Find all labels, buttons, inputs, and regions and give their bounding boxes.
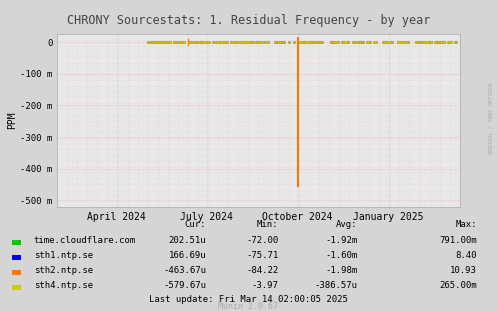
Text: -72.00: -72.00 bbox=[246, 236, 278, 245]
Text: 202.51u: 202.51u bbox=[168, 236, 206, 245]
Text: Max:: Max: bbox=[456, 220, 477, 229]
Text: Min:: Min: bbox=[257, 220, 278, 229]
Text: -1.92m: -1.92m bbox=[326, 236, 358, 245]
Text: -386.57u: -386.57u bbox=[315, 281, 358, 290]
Text: -84.22: -84.22 bbox=[246, 266, 278, 275]
Text: -1.98m: -1.98m bbox=[326, 266, 358, 275]
Text: 10.93: 10.93 bbox=[450, 266, 477, 275]
Text: 8.40: 8.40 bbox=[456, 251, 477, 260]
Text: Munin 2.0.67: Munin 2.0.67 bbox=[219, 302, 278, 311]
Text: Avg:: Avg: bbox=[336, 220, 358, 229]
Text: -75.71: -75.71 bbox=[246, 251, 278, 260]
Text: -3.97: -3.97 bbox=[251, 281, 278, 290]
Text: Last update: Fri Mar 14 02:00:05 2025: Last update: Fri Mar 14 02:00:05 2025 bbox=[149, 295, 348, 304]
Text: Cur:: Cur: bbox=[185, 220, 206, 229]
Text: sth4.ntp.se: sth4.ntp.se bbox=[34, 281, 93, 290]
Text: -463.67u: -463.67u bbox=[163, 266, 206, 275]
Y-axis label: PPM: PPM bbox=[7, 112, 17, 129]
Text: RRDTOOL / TOBI OETIKER: RRDTOOL / TOBI OETIKER bbox=[489, 82, 494, 154]
Text: 265.00m: 265.00m bbox=[439, 281, 477, 290]
Text: sth1.ntp.se: sth1.ntp.se bbox=[34, 251, 93, 260]
Text: -1.60m: -1.60m bbox=[326, 251, 358, 260]
Text: CHRONY Sourcestats: 1. Residual Frequency - by year: CHRONY Sourcestats: 1. Residual Frequenc… bbox=[67, 14, 430, 27]
Text: -579.67u: -579.67u bbox=[163, 281, 206, 290]
Text: 791.00m: 791.00m bbox=[439, 236, 477, 245]
Text: sth2.ntp.se: sth2.ntp.se bbox=[34, 266, 93, 275]
Text: time.cloudflare.com: time.cloudflare.com bbox=[34, 236, 136, 245]
Text: 166.69u: 166.69u bbox=[168, 251, 206, 260]
